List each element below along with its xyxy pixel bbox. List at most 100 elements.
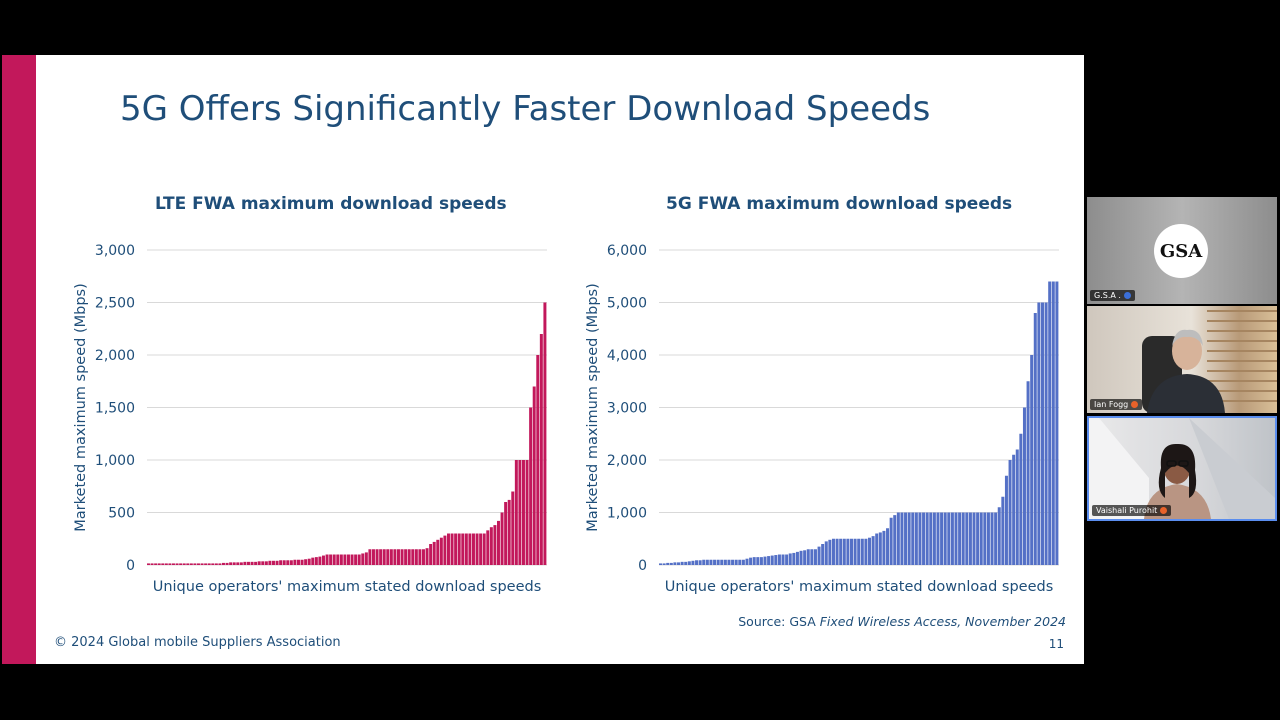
5g-bar xyxy=(983,512,987,565)
5g-bar xyxy=(857,538,861,565)
lte-bar xyxy=(318,556,322,565)
participant-tile-ian-fogg[interactable]: Ian Fogg xyxy=(1087,306,1277,413)
5g-bar xyxy=(720,559,724,565)
participant-tile-vaishali-purohit[interactable]: Vaishali Purohit xyxy=(1087,416,1277,521)
5g-bar xyxy=(900,512,904,565)
5g-bar xyxy=(1004,475,1008,565)
5g-bar xyxy=(828,539,832,565)
5g-bar xyxy=(1048,281,1052,565)
participant-name-label: Vaishali Purohit xyxy=(1092,505,1172,516)
5g-x-axis-label: Unique operators' maximum stated downloa… xyxy=(665,579,1054,595)
5g-y-tick-label: 1,000 xyxy=(607,506,647,522)
lte-bar xyxy=(207,563,211,565)
lte-y-tick-label: 500 xyxy=(108,506,135,522)
5g-bar xyxy=(1015,449,1019,565)
lte-bar xyxy=(222,562,225,565)
5g-bar xyxy=(868,537,872,565)
lte-y-tick-label: 1,000 xyxy=(95,453,135,469)
lte-y-tick-label: 0 xyxy=(126,558,135,574)
participant-video-vaishali-purohit xyxy=(1089,418,1275,519)
lte-bar xyxy=(179,563,183,565)
5g-bar xyxy=(716,559,720,565)
5g-bar xyxy=(749,557,753,565)
lte-bar xyxy=(150,563,154,565)
5g-y-tick-label: 6,000 xyxy=(607,243,647,259)
5g-bar xyxy=(922,512,926,565)
5g-bar xyxy=(889,517,893,565)
slide-title: 5G Offers Significantly Faster Download … xyxy=(120,89,931,129)
participant-name-label: G.S.A . xyxy=(1090,290,1135,301)
lte-bar xyxy=(250,561,254,565)
5g-bar xyxy=(835,538,839,565)
lte-bar xyxy=(218,563,222,565)
lte-bar xyxy=(247,561,250,565)
5g-bar xyxy=(972,512,976,565)
lte-bar xyxy=(189,563,193,565)
lte-bar xyxy=(436,539,440,565)
5g-bar xyxy=(875,533,879,565)
lte-bar xyxy=(314,557,318,565)
5g-bar xyxy=(914,512,918,565)
pin-icon xyxy=(1123,292,1131,299)
accent-bar xyxy=(2,55,36,664)
lte-bar xyxy=(482,533,486,565)
participant-tile-gsa[interactable]: GSA G.S.A . xyxy=(1087,197,1277,304)
5g-bar xyxy=(1001,496,1005,565)
5g-bar xyxy=(709,559,713,565)
lte-bar xyxy=(175,563,179,565)
lte-bar xyxy=(364,552,368,565)
lte-bar xyxy=(286,560,290,565)
lte-bar xyxy=(357,554,361,565)
5g-bar xyxy=(702,559,706,565)
lte-bar xyxy=(211,563,215,565)
5g-bar xyxy=(666,562,670,565)
lte-y-axis-label: Marketed maximum speed (Mbps) xyxy=(73,283,89,531)
lte-bar xyxy=(464,533,468,565)
lte-bar xyxy=(147,563,150,565)
5g-bar xyxy=(662,563,666,565)
lte-bar xyxy=(472,533,475,565)
lte-bar xyxy=(457,533,461,565)
lte-bar xyxy=(372,549,375,565)
lte-bar xyxy=(432,541,436,565)
lte-chart-title: LTE FWA maximum download speeds xyxy=(155,194,507,214)
5g-bar xyxy=(932,512,936,565)
5g-bar xyxy=(745,558,749,565)
lte-bar xyxy=(543,302,547,565)
5g-bar xyxy=(813,549,817,565)
5g-bar xyxy=(669,562,673,565)
lte-bar xyxy=(479,533,483,565)
5g-bar xyxy=(763,556,767,565)
5g-bar xyxy=(1044,302,1048,565)
lte-bar xyxy=(275,560,279,565)
page-number: 11 xyxy=(1048,637,1064,651)
lte-bar xyxy=(536,355,540,565)
5g-bar xyxy=(842,538,846,565)
lte-bar xyxy=(422,549,425,565)
lte-bar xyxy=(172,563,175,565)
5g-bar xyxy=(1037,302,1041,565)
lte-bar xyxy=(461,533,465,565)
lte-bar xyxy=(379,549,383,565)
lte-bar xyxy=(322,555,325,565)
lte-bar xyxy=(382,549,386,565)
5g-bar xyxy=(965,512,969,565)
5g-chart: 0 1,000 2,000 3,000 4,000 5,000 6,000 Unique op… xyxy=(585,243,1059,595)
lte-bar xyxy=(161,563,165,565)
5g-bar xyxy=(968,512,972,565)
lte-bar xyxy=(475,533,479,565)
lte-bar xyxy=(236,562,240,565)
lte-bar xyxy=(504,502,508,565)
lte-bar xyxy=(368,549,372,565)
lte-bar xyxy=(522,460,525,565)
5g-bar xyxy=(723,559,727,565)
lte-bar xyxy=(332,554,336,565)
lte-bar xyxy=(468,533,472,565)
lte-bar xyxy=(329,554,333,565)
5g-bar xyxy=(925,512,929,565)
lte-bar xyxy=(518,460,522,565)
5g-bar xyxy=(886,528,890,565)
lte-bar xyxy=(447,533,450,565)
lte-bar xyxy=(393,549,397,565)
5g-bar xyxy=(659,563,663,565)
